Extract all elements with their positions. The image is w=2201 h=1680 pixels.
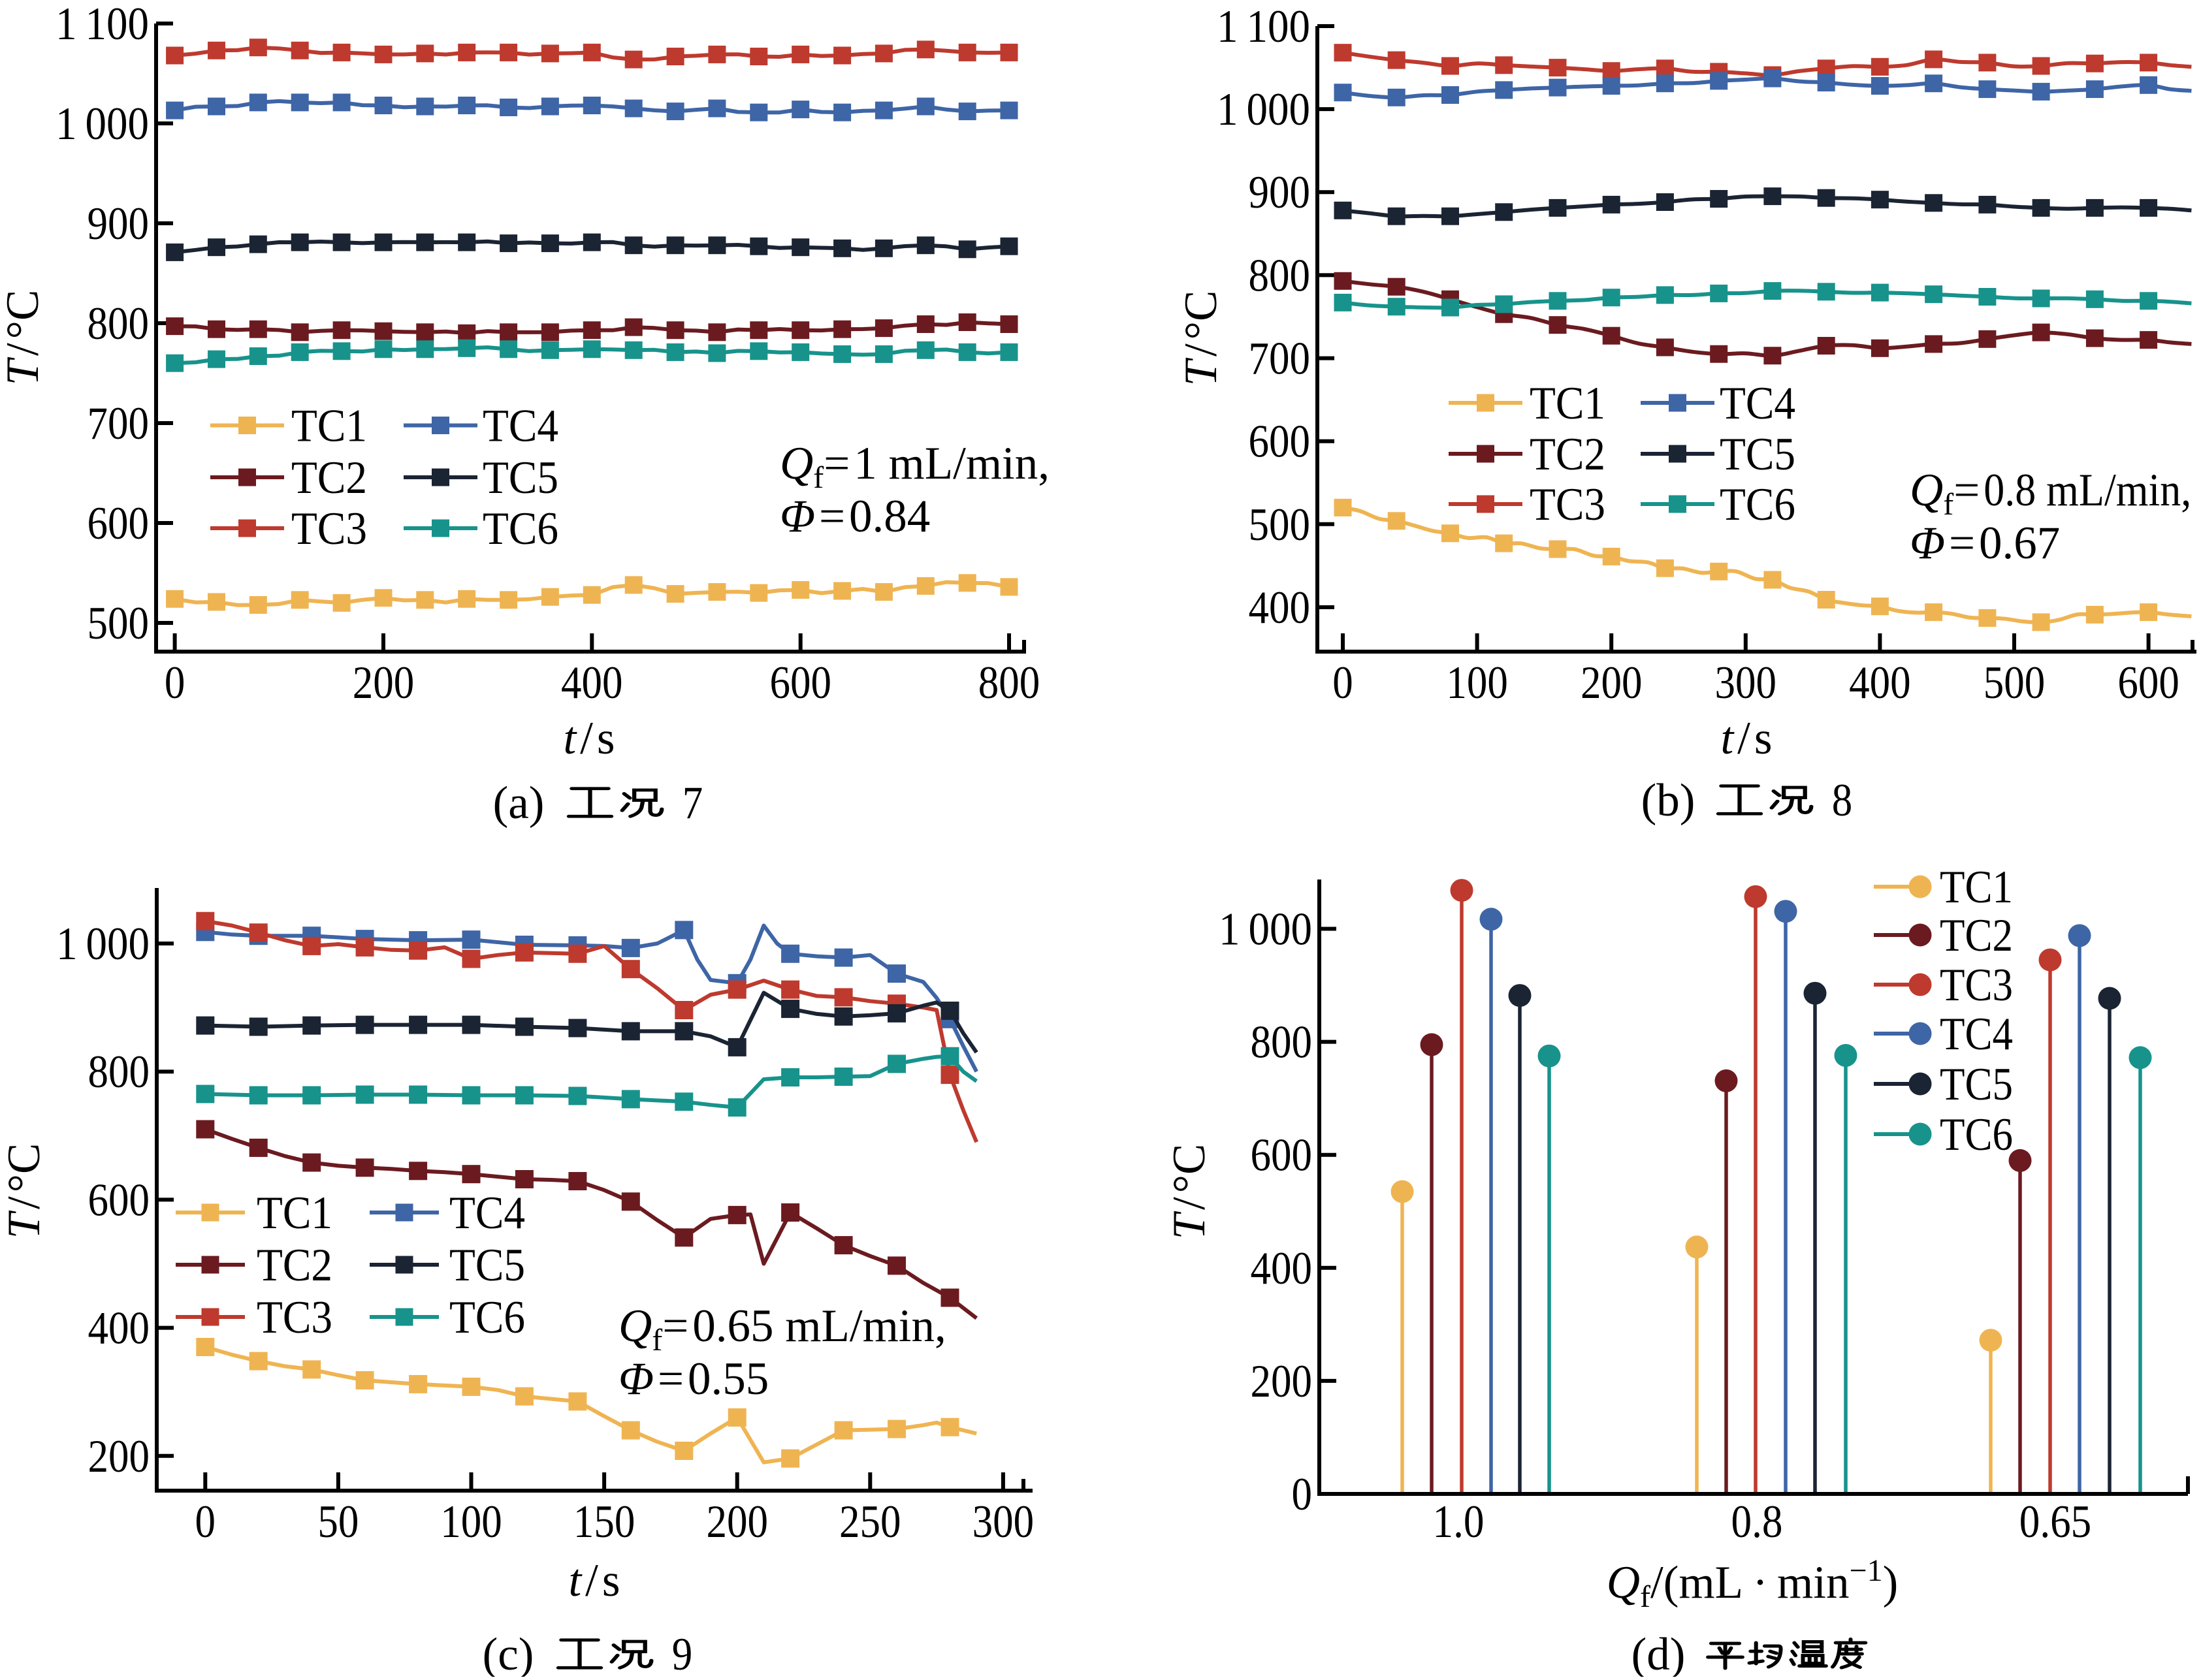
svg-text:700: 700 — [88, 398, 150, 449]
svg-text:1.0: 1.0 — [1433, 1497, 1485, 1547]
svg-text:TC5: TC5 — [1720, 429, 1795, 480]
svg-text:T / °C: T / °C — [0, 1143, 50, 1239]
svg-text:400: 400 — [1249, 582, 1311, 633]
svg-text:TC4: TC4 — [1940, 1009, 2013, 1060]
svg-text:T / °C: T / °C — [1164, 1144, 1215, 1240]
svg-text:TC6: TC6 — [1940, 1109, 2013, 1160]
svg-text:TC4: TC4 — [1720, 378, 1795, 429]
svg-text:TC2: TC2 — [1940, 910, 2013, 961]
svg-text:250: 250 — [839, 1497, 901, 1547]
svg-text:800: 800 — [1249, 250, 1311, 301]
svg-text:400: 400 — [1849, 658, 1911, 708]
svg-text:TC3: TC3 — [291, 503, 367, 554]
svg-text:1 000: 1 000 — [56, 919, 150, 970]
svg-text:TC2: TC2 — [291, 452, 367, 503]
svg-text:(a): (a) — [493, 778, 545, 829]
svg-text:800: 800 — [1251, 1017, 1313, 1068]
svg-text:400: 400 — [88, 1303, 150, 1354]
svg-text:TC2: TC2 — [257, 1240, 332, 1291]
svg-text:9: 9 — [672, 1629, 693, 1677]
svg-text:900: 900 — [1249, 167, 1311, 218]
svg-text:200: 200 — [88, 1431, 150, 1482]
svg-text:Qf= 1 mL/min,: Qf= 1 mL/min, — [780, 438, 1050, 495]
svg-text:600: 600 — [88, 1175, 150, 1226]
svg-text:0: 0 — [195, 1497, 216, 1547]
svg-text:900: 900 — [88, 198, 150, 249]
svg-text:TC1: TC1 — [257, 1188, 332, 1239]
svg-text:Qf/(mL · min−1): Qf/(mL · min−1) — [1607, 1553, 1899, 1614]
svg-text:700: 700 — [1249, 334, 1311, 385]
svg-text:TC1: TC1 — [1940, 862, 2013, 913]
svg-text:0: 0 — [165, 658, 185, 708]
svg-text:600: 600 — [88, 498, 150, 549]
svg-text:1 000: 1 000 — [56, 99, 149, 150]
svg-text:t / s: t / s — [1721, 713, 1773, 764]
svg-text:TC6: TC6 — [1720, 479, 1795, 530]
svg-text:800: 800 — [88, 1047, 150, 1098]
svg-text:200: 200 — [353, 658, 415, 708]
svg-text:(b): (b) — [1641, 775, 1695, 826]
svg-text:T / °C: T / °C — [1176, 291, 1227, 387]
svg-text:300: 300 — [972, 1497, 1035, 1547]
svg-text:TC3: TC3 — [1530, 479, 1605, 530]
svg-text:300: 300 — [1715, 658, 1777, 708]
svg-text:8: 8 — [1832, 775, 1853, 826]
svg-text:0.8: 0.8 — [1731, 1497, 1783, 1547]
svg-text:0: 0 — [1292, 1469, 1313, 1520]
svg-text:Qf= 0.65 mL/min,: Qf= 0.65 mL/min, — [619, 1301, 946, 1357]
svg-text:100: 100 — [440, 1497, 502, 1547]
svg-text:600: 600 — [1251, 1130, 1313, 1181]
svg-text:TC5: TC5 — [449, 1240, 525, 1291]
svg-text:1 000: 1 000 — [1217, 84, 1310, 135]
svg-text:200: 200 — [1251, 1356, 1313, 1407]
svg-text:50: 50 — [317, 1497, 359, 1547]
svg-text:T / °C: T / °C — [0, 290, 48, 386]
svg-text:Φ = 0.55: Φ = 0.55 — [619, 1354, 769, 1404]
svg-text:Φ = 0.67: Φ = 0.67 — [1910, 518, 2060, 569]
svg-text:600: 600 — [2117, 658, 2179, 708]
svg-text:600: 600 — [1249, 417, 1311, 468]
svg-text:TC1: TC1 — [1530, 378, 1605, 429]
svg-text:800: 800 — [978, 658, 1040, 708]
svg-text:TC4: TC4 — [449, 1188, 525, 1239]
svg-text:100: 100 — [1446, 658, 1508, 708]
svg-text:(d): (d) — [1631, 1629, 1686, 1677]
svg-text:400: 400 — [1251, 1243, 1313, 1294]
svg-text:Φ = 0.84: Φ = 0.84 — [780, 491, 930, 542]
svg-text:7: 7 — [683, 778, 703, 829]
svg-text:TC5: TC5 — [483, 452, 558, 503]
svg-text:500: 500 — [1984, 658, 2046, 708]
svg-text:TC2: TC2 — [1530, 429, 1605, 480]
svg-text:TC5: TC5 — [1940, 1059, 2013, 1110]
svg-text:1 100: 1 100 — [1217, 1, 1310, 52]
svg-text:t / s: t / s — [569, 1555, 620, 1606]
svg-text:200: 200 — [706, 1497, 768, 1547]
svg-text:(c): (c) — [483, 1629, 534, 1677]
svg-text:Qf= 0.8 mL/min,: Qf= 0.8 mL/min, — [1910, 465, 2191, 522]
svg-text:TC3: TC3 — [257, 1292, 332, 1343]
svg-text:500: 500 — [88, 598, 150, 649]
svg-text:1 100: 1 100 — [56, 0, 149, 50]
svg-text:600: 600 — [769, 658, 831, 708]
svg-text:t / s: t / s — [564, 713, 615, 764]
svg-text:0: 0 — [1332, 658, 1353, 708]
svg-text:200: 200 — [1581, 658, 1643, 708]
svg-text:TC3: TC3 — [1940, 960, 2013, 1011]
svg-text:800: 800 — [88, 298, 150, 349]
svg-text:400: 400 — [561, 658, 623, 708]
svg-text:500: 500 — [1249, 499, 1311, 550]
svg-text:0.65: 0.65 — [2019, 1497, 2092, 1547]
svg-text:150: 150 — [573, 1497, 635, 1547]
svg-text:TC6: TC6 — [483, 503, 558, 554]
svg-text:TC4: TC4 — [483, 401, 558, 452]
svg-text:1 000: 1 000 — [1219, 904, 1312, 955]
svg-text:TC6: TC6 — [449, 1292, 525, 1343]
svg-text:TC1: TC1 — [291, 401, 367, 452]
